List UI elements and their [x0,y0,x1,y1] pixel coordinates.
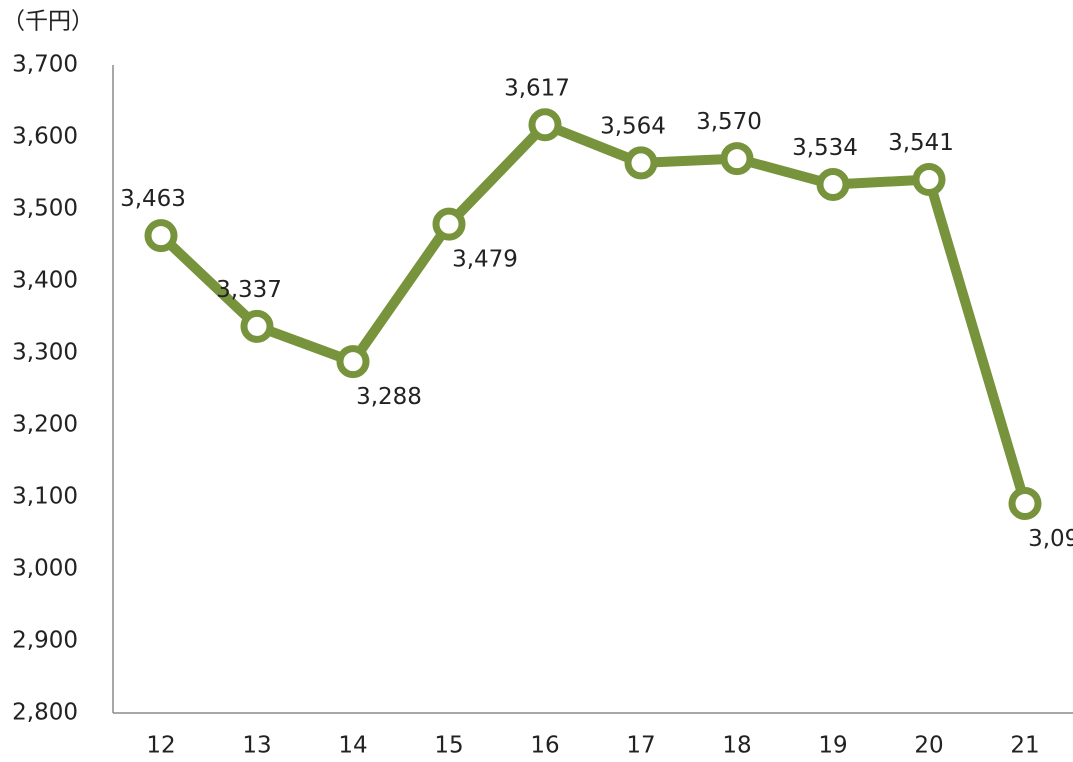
y-tick-label: 3,500 [12,196,78,222]
x-tick-label: 12 [146,733,175,759]
marker [1008,486,1042,520]
x-tick-label: 20 [914,733,943,759]
y-tick-label: 3,300 [12,340,78,366]
y-tick-label: 3,400 [12,268,78,294]
marker [624,146,658,180]
marker [240,309,274,343]
y-tick-label: 3,100 [12,484,78,510]
x-tick-label: 18 [722,733,751,759]
data-label: 3,534 [792,135,858,161]
x-tick-label: 14 [338,733,367,759]
data-label: 3,288 [356,384,422,410]
data-label: 3,337 [216,277,282,303]
data-label: 3,570 [696,109,762,135]
y-tick-label: 3,000 [12,556,78,582]
marker [144,219,178,253]
x-tick-label: 16 [530,733,559,759]
x-tick-label: 15 [434,733,463,759]
marker [912,162,946,196]
marker [528,108,562,142]
x-tick-label: 19 [818,733,847,759]
x-tick-label: 21 [1010,733,1039,759]
marker [432,207,466,241]
y-tick-label: 3,200 [12,412,78,438]
x-tick-label: 13 [242,733,271,759]
marker [720,142,754,176]
y-tick-label: 3,700 [12,52,78,78]
marker [816,168,850,202]
data-label: 3,617 [504,75,570,101]
data-label: 3,541 [888,130,954,156]
y-tick-label: 3,600 [12,124,78,150]
x-tick-label: 17 [626,733,655,759]
data-label: 3,564 [600,113,666,139]
data-label: 3,091 [1028,526,1073,552]
data-label: 3,479 [452,247,518,273]
unit-label: （千円） [2,9,94,35]
marker [336,345,370,379]
y-tick-label: 2,900 [12,628,78,654]
line [157,119,1030,505]
y-tick-label: 2,800 [12,700,78,726]
data-label: 3,463 [120,186,186,212]
